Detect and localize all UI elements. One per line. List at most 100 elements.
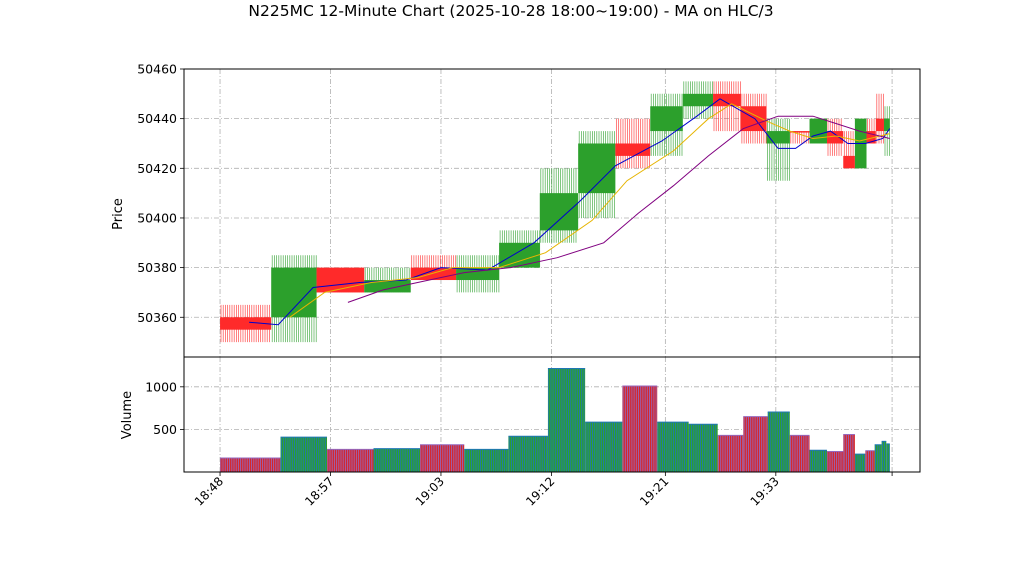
ma-line <box>347 115 890 303</box>
price-brick <box>539 168 579 243</box>
volume-bar-stripes <box>585 422 622 472</box>
price-brick <box>866 118 876 144</box>
ma-line <box>289 103 890 318</box>
volume-bar-stripes <box>855 454 865 472</box>
volume-bar-fill <box>843 434 855 472</box>
price-brick <box>843 131 855 169</box>
volume-bar <box>789 434 810 472</box>
x-tick-label: 19:12 <box>523 474 557 508</box>
brick-body <box>316 267 365 293</box>
brick-body <box>883 118 890 132</box>
volume-bar <box>843 434 855 472</box>
volume-tick-label: 1000 <box>145 379 177 394</box>
brick-body <box>682 93 714 107</box>
volume-bar-fill <box>809 450 827 472</box>
price-brick <box>578 131 616 218</box>
volume-bar <box>508 435 548 472</box>
volume-bar-stripes <box>718 435 744 472</box>
price-brick <box>650 93 683 156</box>
volume-bar-fill <box>881 441 887 472</box>
volume-bar-stripes <box>548 368 585 472</box>
volume-bar <box>220 457 281 472</box>
volume-bar <box>854 453 866 472</box>
volume-bar-stripes <box>220 457 281 472</box>
price-brick <box>271 255 317 343</box>
volume-bar-fill <box>657 422 689 472</box>
volume-bar-fill <box>886 443 890 472</box>
brick-body <box>410 267 457 281</box>
volume-bar <box>327 448 374 472</box>
price-brick <box>809 118 827 144</box>
chart-title: N225MC 12-Minute Chart (2025-10-28 18:00… <box>248 2 773 20</box>
brick-body <box>650 106 683 132</box>
brick-body <box>271 267 317 318</box>
volume-bar-fill <box>220 457 281 472</box>
volume-bar-stripes <box>790 435 809 472</box>
brick-body <box>875 118 884 132</box>
brick-body <box>456 267 500 281</box>
price-panel: 50360 50380 50400 50420 50440 50460 <box>137 62 921 358</box>
volume-bar-stripes <box>373 448 419 472</box>
brick-wick <box>767 118 790 181</box>
volume-bar <box>688 423 718 472</box>
volume-bar-stripes <box>843 434 854 472</box>
volume-bar-stripes <box>827 451 844 472</box>
volume-bar-fill <box>865 450 875 472</box>
volume-bar-stripes <box>464 449 508 472</box>
volume-bar-stripes <box>420 444 464 472</box>
price-brick <box>789 131 810 144</box>
price-brick <box>713 81 741 132</box>
volume-bar <box>280 436 328 472</box>
volume-bar <box>874 444 882 472</box>
volume-bar-fill <box>508 436 548 472</box>
volume-bar-fill <box>464 449 509 472</box>
volume-panel-frame <box>183 356 921 473</box>
volume-bar <box>547 368 586 472</box>
volume-bar <box>886 443 890 472</box>
volume-bar-stripes <box>881 441 886 472</box>
volume-bar-stripes <box>688 424 717 472</box>
price-tick-label: 50380 <box>137 260 177 275</box>
brick-body <box>843 155 855 169</box>
brick-body <box>789 131 810 133</box>
x-tick-label: 19:21 <box>637 474 671 508</box>
volume-tick-label: 500 <box>153 422 177 437</box>
price-brick <box>766 118 790 181</box>
brick-body <box>220 317 272 330</box>
volume-bar <box>464 448 509 472</box>
volume-bar-fill <box>420 444 465 472</box>
price-tick-label: 50460 <box>137 62 177 77</box>
price-brick <box>499 230 541 268</box>
volume-bar-stripes <box>886 443 890 472</box>
price-brick <box>615 118 651 169</box>
price-tick-label: 50400 <box>137 210 177 225</box>
price-brick <box>875 93 884 144</box>
price-brick <box>883 106 890 156</box>
volume-bar-stripes <box>280 437 326 472</box>
volume-bar-fill <box>717 435 744 472</box>
brick-body <box>364 280 411 293</box>
x-tick-label: 19:03 <box>413 474 447 508</box>
brick-wick <box>843 131 854 169</box>
brick-body <box>866 131 876 144</box>
brick-body <box>615 143 651 156</box>
volume-bar <box>826 451 844 472</box>
volume-bar-stripes <box>743 416 767 472</box>
volume-bar-stripes <box>622 386 657 472</box>
volume-bar-stripes <box>768 411 789 472</box>
brick-body <box>499 242 540 268</box>
volume-panel: 18:48 18:57 19:03 19:12 19:21 19:33 500 1000 <box>145 356 921 509</box>
volume-bar <box>809 449 827 472</box>
brick-body <box>539 193 579 231</box>
volume-bar-stripes <box>508 436 548 472</box>
volume-bar-stripes <box>657 422 688 472</box>
brick-body <box>826 131 844 144</box>
volume-bar <box>865 450 875 472</box>
price-tick-label: 50360 <box>137 310 177 325</box>
price-brick <box>456 255 500 293</box>
volume-bar-stripes <box>327 449 373 472</box>
volume-bar <box>657 421 689 472</box>
brick-body <box>578 143 616 194</box>
